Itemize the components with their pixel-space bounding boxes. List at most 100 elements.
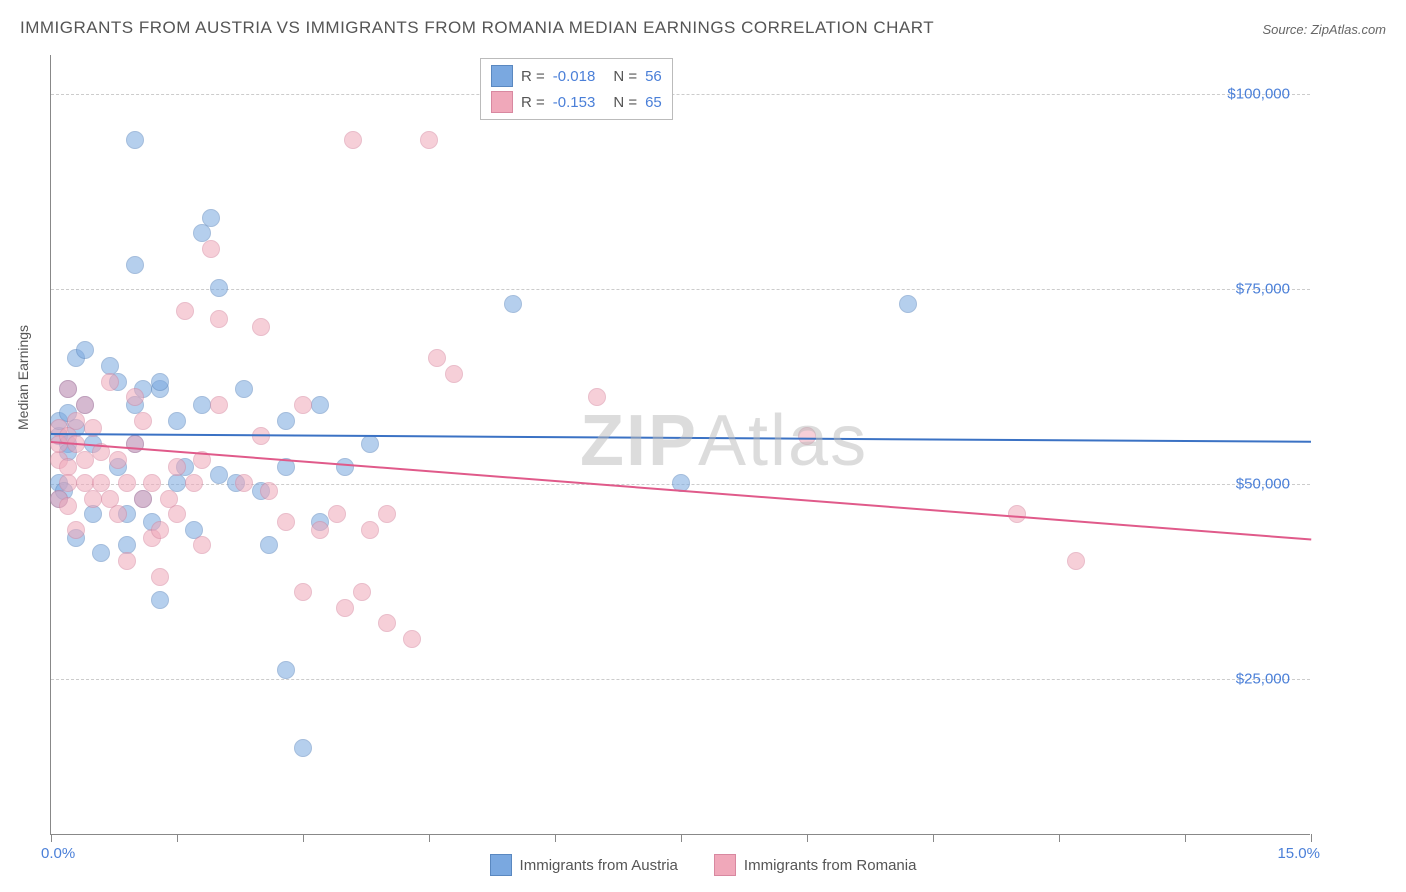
scatter-point [420,131,438,149]
x-tick [1185,834,1186,842]
scatter-point [588,388,606,406]
scatter-point [344,131,362,149]
legend-correlation-row: R = -0.153 N = 65 [491,89,662,115]
scatter-point [143,474,161,492]
legend-n-label: N = [613,68,637,85]
scatter-point [59,474,77,492]
scatter-point [134,412,152,430]
legend-series: Immigrants from Austria Immigrants from R… [0,854,1406,880]
scatter-point [118,474,136,492]
scatter-point [260,536,278,554]
legend-r-value: -0.018 [553,68,596,85]
scatter-point [126,435,144,453]
legend-n-value: 65 [645,94,662,111]
scatter-point [899,295,917,313]
scatter-point [193,396,211,414]
legend-correlation-row: R =-0.018N =56 [491,63,662,89]
scatter-point [504,295,522,313]
gridline [51,289,1310,290]
scatter-point [126,131,144,149]
x-tick [177,834,178,842]
scatter-point [109,451,127,469]
scatter-point [210,466,228,484]
x-tick [555,834,556,842]
scatter-point [403,630,421,648]
y-axis-label: Median Earnings [15,325,31,430]
scatter-point [109,505,127,523]
x-tick [807,834,808,842]
scatter-point [151,521,169,539]
legend-swatch [491,91,513,113]
scatter-point [361,521,379,539]
x-tick [933,834,934,842]
scatter-point [76,341,94,359]
scatter-point [126,388,144,406]
scatter-point [84,490,102,508]
legend-n-label: N = [613,94,637,111]
scatter-point [378,614,396,632]
legend-r-value: -0.153 [553,94,596,111]
source-attribution: Source: ZipAtlas.com [1262,22,1386,37]
scatter-point [353,583,371,601]
scatter-point [336,458,354,476]
scatter-point [294,583,312,601]
y-tick-label: $100,000 [1227,86,1290,103]
legend-correlation-box: R =-0.018N =56R =-0.153N =65 [480,58,673,120]
scatter-point [378,505,396,523]
y-tick-label: $75,000 [1236,281,1290,298]
scatter-point [151,568,169,586]
scatter-point [210,310,228,328]
scatter-point [798,427,816,445]
scatter-point [277,661,295,679]
scatter-point [67,412,85,430]
scatter-point [176,302,194,320]
legend-swatch [714,854,736,876]
scatter-point [92,544,110,562]
scatter-point [336,599,354,617]
scatter-point [294,739,312,757]
scatter-point [84,505,102,523]
x-tick [1059,834,1060,842]
scatter-point [428,349,446,367]
trend-line [51,433,1311,443]
legend-series-item: Immigrants from Romania [714,854,917,876]
gridline [51,94,1310,95]
scatter-point [59,380,77,398]
scatter-point [185,474,203,492]
scatter-point [277,412,295,430]
scatter-point [235,474,253,492]
scatter-point [311,521,329,539]
x-tick [1311,834,1312,842]
scatter-point [67,521,85,539]
scatter-point [202,209,220,227]
scatter-point [193,536,211,554]
y-tick-label: $25,000 [1236,671,1290,688]
scatter-point [328,505,346,523]
scatter-point [294,396,312,414]
scatter-point [210,396,228,414]
scatter-point [76,451,94,469]
scatter-point [210,279,228,297]
scatter-point [168,412,186,430]
scatter-point [101,373,119,391]
scatter-point [252,318,270,336]
x-tick [51,834,52,842]
legend-r-label: R = [521,94,545,111]
scatter-point [151,591,169,609]
scatter-point [151,373,169,391]
scatter-point [202,240,220,258]
y-tick-label: $50,000 [1236,476,1290,493]
legend-series-label: Immigrants from Austria [520,857,678,874]
scatter-point [260,482,278,500]
scatter-point [134,490,152,508]
chart-plot-area: $25,000$50,000$75,000$100,0000.0%15.0% [50,55,1310,835]
scatter-point [1067,552,1085,570]
chart-title: IMMIGRANTS FROM AUSTRIA VS IMMIGRANTS FR… [20,18,934,38]
legend-series-item: Immigrants from Austria [490,854,678,876]
x-tick [303,834,304,842]
legend-swatch [491,65,513,87]
scatter-point [311,396,329,414]
legend-series-label: Immigrants from Romania [744,857,917,874]
scatter-point [1008,505,1026,523]
x-tick [681,834,682,842]
